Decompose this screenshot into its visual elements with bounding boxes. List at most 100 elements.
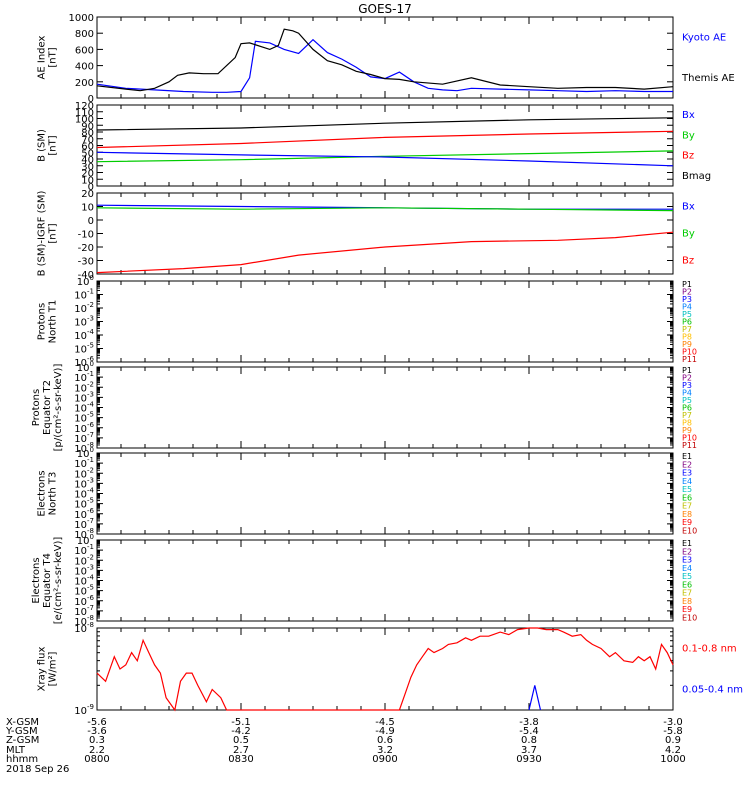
x-axis-value: -5.4 xyxy=(519,726,539,737)
y-axis-title: [nT] xyxy=(48,223,59,243)
legend-entry: P5 xyxy=(682,310,692,319)
series-line-by xyxy=(96,207,674,212)
panel-e1: 10010-110-210-310-410-510-610-710-8Elect… xyxy=(37,446,698,541)
legend-entry: P10 xyxy=(682,348,697,357)
y-tick-label: 100 xyxy=(75,115,94,126)
y-axis-title: Protons xyxy=(31,389,42,426)
x-axis-value: -5.1 xyxy=(231,717,251,728)
x-axis-value: 0.3 xyxy=(89,735,105,746)
legend-entry: P3 xyxy=(682,381,692,390)
panel-ae: 0 200 400 600 800 1000 AE Index [nT] Kyoto AE The… xyxy=(37,13,735,105)
legend-entry: E1 xyxy=(682,452,692,461)
y-tick-label: 0 xyxy=(88,216,94,227)
y-tick-label: 60 xyxy=(81,142,94,153)
chart-title: GOES-17 xyxy=(358,2,412,16)
y-axis-title: [nT] xyxy=(48,135,59,155)
legend-entry: P8 xyxy=(682,419,692,428)
y-tick-label: 10-3 xyxy=(74,315,94,329)
x-axis-value: -5.6 xyxy=(87,717,107,728)
y-tick-label: 80 xyxy=(81,128,94,139)
series-line-kyoto-ae xyxy=(96,38,673,93)
legend-entry: P7 xyxy=(682,411,692,420)
panel-frame xyxy=(96,366,674,449)
legend-entry: By xyxy=(682,130,695,141)
series-line-bz xyxy=(96,130,674,149)
legend-entry: E9 xyxy=(682,518,692,527)
legend-entry: Bmag xyxy=(682,171,711,182)
legend-entry: 0.1-0.8 nm xyxy=(682,644,737,655)
legend-entry: P9 xyxy=(682,426,692,435)
legend-entry: E5 xyxy=(682,572,692,581)
panel-frame xyxy=(96,539,674,622)
legend-entry: P1 xyxy=(682,366,692,375)
legend-entry: P11 xyxy=(682,441,697,450)
panel-frame xyxy=(96,16,674,99)
legend-entry: P9 xyxy=(682,340,692,349)
y-tick-label: 200 xyxy=(75,78,94,89)
series-line-bz xyxy=(96,231,674,274)
x-axis-value: -4.9 xyxy=(375,726,395,737)
x-axis-value: -4.2 xyxy=(231,726,251,737)
legend-entry: P6 xyxy=(682,318,692,327)
y-axis-title: North T3 xyxy=(48,472,59,516)
y-tick-label: 20 xyxy=(81,189,94,200)
y-tick-label: 0 xyxy=(88,182,94,193)
panel-xray: 10-8 10-9 Xray flux [W/m²] 0.1-0.8 nm 0.05-0.… xyxy=(37,621,744,717)
y-tick-label: 100 xyxy=(77,274,94,288)
y-tick-label: 1000 xyxy=(69,13,94,24)
x-axis-value: 0900 xyxy=(372,754,397,765)
y-tick-label: -20 xyxy=(78,243,94,254)
y-tick-label: 800 xyxy=(75,29,94,40)
y-tick-label: 0 xyxy=(88,94,94,105)
x-axis-row-label: hhmm xyxy=(6,754,38,765)
x-axis-row-label: 2018 Sep 26 xyxy=(6,764,69,775)
legend-entry: P8 xyxy=(682,333,692,342)
legend-entry: P1 xyxy=(682,280,692,289)
legend-entry: P10 xyxy=(682,434,697,443)
y-tick-label: 20 xyxy=(81,169,94,180)
y-tick-label: 110 xyxy=(75,108,94,119)
y-axis-title: Electrons xyxy=(31,557,42,603)
legend-entry: P4 xyxy=(682,389,692,398)
legend-entry: E2 xyxy=(682,547,692,556)
series-line-0-05-0-4-nm xyxy=(528,685,542,711)
panel-frame xyxy=(96,192,674,275)
panel-bigrf: -40 -30 -20 -10 0 10 20 B (SM)-IGRF (SM) [nT] Bx B… xyxy=(37,189,695,281)
x-axis-row-label: MLT xyxy=(6,745,26,756)
series-line-bx xyxy=(96,151,674,167)
legend-entry: P3 xyxy=(682,295,692,304)
y-tick-label: -40 xyxy=(78,270,94,281)
y-tick-label: -10 xyxy=(78,230,94,241)
y-axis-title: Protons xyxy=(37,303,48,340)
y-tick-label: 10-8 xyxy=(74,621,94,635)
legend-entry: E8 xyxy=(682,510,692,519)
series-line-0-1-0-8-nm xyxy=(96,627,674,712)
legend-entry: P7 xyxy=(682,325,692,334)
y-axis-title: Equator T2 xyxy=(42,380,53,435)
x-axis-value: -3.6 xyxy=(87,726,107,737)
x-axis-value: 4.2 xyxy=(665,745,681,756)
legend-entry: E6 xyxy=(682,493,692,502)
legend-entry: E3 xyxy=(682,556,692,565)
legend-entry: P2 xyxy=(682,288,692,297)
legend-entry: E4 xyxy=(682,477,692,486)
legend-entry: E2 xyxy=(682,460,692,469)
legend-entry: P6 xyxy=(682,404,692,413)
legend-entry: P4 xyxy=(682,303,692,312)
x-axis-value: 0.5 xyxy=(233,735,249,746)
legend-entry: E6 xyxy=(682,580,692,589)
legend-entry: Themis AE xyxy=(681,73,735,84)
y-axis-title: [nT] xyxy=(48,47,59,67)
legend-entry: E8 xyxy=(682,597,692,606)
x-axis-row-label: Y-GSM xyxy=(5,726,38,737)
y-tick-label: 10 xyxy=(81,203,94,214)
x-axis-value: 3.7 xyxy=(521,745,537,756)
y-axis-title: [W/m²] xyxy=(48,651,59,686)
y-tick-label: 30 xyxy=(81,162,94,173)
y-tick-label: 120 xyxy=(75,101,94,112)
y-tick-label: 10-2 xyxy=(74,301,94,315)
y-tick-label: 90 xyxy=(81,121,94,132)
y-tick-label: -30 xyxy=(78,257,94,268)
